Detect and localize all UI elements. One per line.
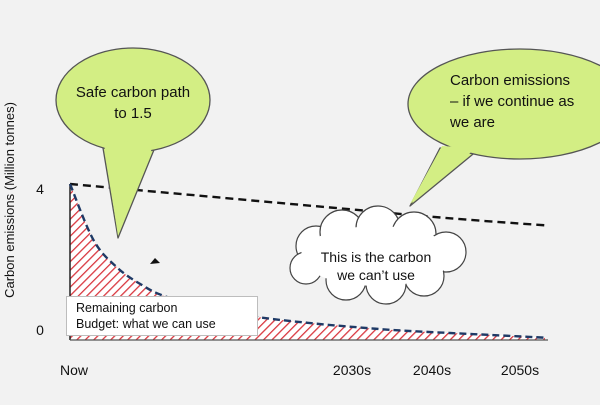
- continue-callout: Carbon emissions – if we continue as we …: [407, 48, 600, 207]
- x-tick-label-2030s: 2030s: [333, 362, 371, 378]
- safe-path-callout-line-1: Safe carbon path: [76, 84, 190, 101]
- continue-callout-line-1: Carbon emissions: [450, 72, 570, 89]
- remaining-budget-label-box: Remaining carbon Budget: what we can use: [66, 296, 258, 336]
- y-tick-label-0: 0: [36, 322, 44, 338]
- cant-use-cloud: This is the carbon we can’t use: [289, 205, 467, 305]
- continue-callout-line-3: we are: [449, 114, 495, 131]
- x-tick-label-2040s: 2040s: [413, 362, 451, 378]
- business-as-usual-line: [69, 182, 546, 227]
- safe-path-line: [68, 183, 546, 339]
- cant-use-cloud-line-2: we can’t use: [336, 267, 415, 283]
- continue-callout-line-2: – if we continue as: [450, 93, 574, 110]
- cant-use-cloud-line-1: This is the carbon: [321, 249, 432, 265]
- x-tick-label-2050s: 2050s: [501, 362, 539, 378]
- remaining-budget-line-2: Budget: what we can use: [76, 317, 216, 331]
- arrow-head-icon: [150, 258, 160, 264]
- safe-path-callout: Safe carbon path to 1.5: [55, 47, 211, 239]
- x-tick-label-now: Now: [60, 362, 89, 378]
- y-axis-label: Carbon emissions (Million tonnes): [2, 102, 17, 298]
- remaining-budget-line-1: Remaining carbon: [76, 301, 178, 315]
- safe-path-callout-line-2: to 1.5: [114, 105, 152, 122]
- y-tick-label-4: 4: [36, 181, 44, 197]
